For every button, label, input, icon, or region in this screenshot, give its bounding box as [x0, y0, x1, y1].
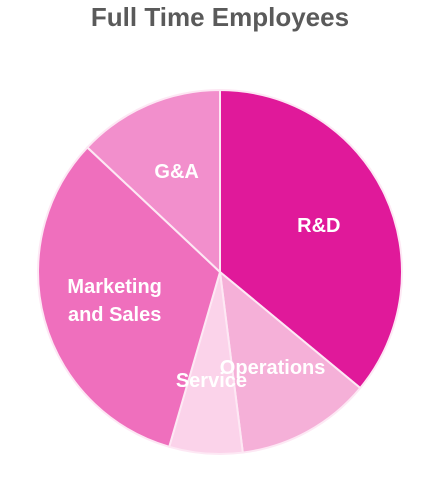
pie-slice	[218, 269, 362, 454]
pie-slice	[37, 145, 222, 449]
slice-label: Operations	[219, 356, 326, 379]
pie-slice	[85, 88, 221, 275]
slice-label: Service	[175, 369, 247, 392]
chart-title: Full Time Employees	[90, 2, 350, 32]
pie-slice	[219, 88, 403, 390]
slice-label: Marketing and Sales	[67, 275, 162, 326]
slice-label: R&D	[297, 214, 341, 237]
slice-label: G&A	[154, 160, 199, 183]
